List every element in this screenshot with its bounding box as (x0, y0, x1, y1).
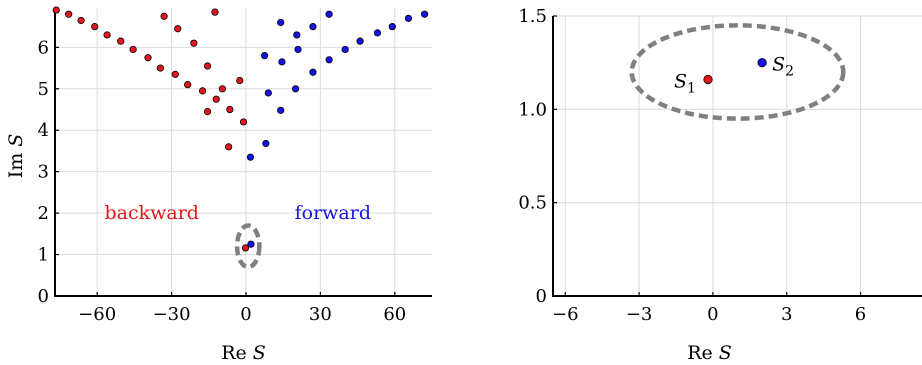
highlight-ellipse (234, 223, 262, 270)
data-point (309, 23, 317, 31)
data-point (309, 68, 317, 76)
data-point (341, 45, 349, 54)
data-point (77, 16, 85, 25)
x-tick-label: 3 (781, 304, 792, 325)
data-point (211, 8, 219, 16)
y-tick-label: 6 (38, 37, 49, 58)
data-point (226, 105, 234, 114)
x-tick-label: −60 (78, 304, 116, 325)
right-panel: −6 −3 0 3 6 0 0.5 1.0 1.5 Re S S1 S2 (518, 6, 922, 364)
data-point (117, 37, 125, 45)
data-point (65, 10, 73, 18)
series-S1 (703, 74, 713, 85)
x-tick-label: 60 (383, 304, 406, 325)
x-axis-label: Re S (687, 342, 732, 364)
y-tick-label: 2 (38, 203, 49, 224)
data-point (260, 52, 269, 60)
annotation-backward: backward (104, 202, 198, 224)
data-point (246, 153, 255, 161)
data-point (262, 139, 270, 148)
data-point (203, 107, 212, 116)
point-label: S1 (674, 70, 696, 96)
data-point (129, 45, 137, 54)
y-tick-label: 1 (38, 245, 49, 266)
x-tick-label: 0 (240, 304, 251, 325)
data-point (757, 58, 767, 68)
data-point (247, 240, 255, 248)
data-point (703, 74, 713, 85)
data-point (277, 106, 285, 114)
y-tick-label: 5 (38, 79, 49, 100)
x-tick-label: −3 (626, 304, 653, 325)
data-point (404, 14, 413, 22)
left-panel: −60 −30 0 30 60 0 1 2 3 4 5 6 Re S Im S backward forwar… (5, 6, 432, 364)
data-point (356, 37, 364, 45)
data-point (212, 95, 220, 103)
data-point (291, 85, 300, 93)
y-tick-label: 0 (38, 286, 49, 307)
y-tick-label: 1.5 (518, 6, 547, 27)
series-forward (246, 10, 429, 248)
highlight-ellipse (629, 23, 846, 121)
data-point (278, 58, 286, 66)
data-point (239, 118, 248, 126)
data-point (91, 23, 99, 31)
y-tick-label: 0 (536, 286, 547, 307)
y-tick-label: 1.0 (518, 99, 547, 120)
data-point (156, 64, 165, 72)
data-point (241, 244, 250, 252)
data-point (225, 143, 233, 151)
data-point (294, 45, 302, 54)
data-point (388, 23, 396, 31)
x-tick-label: −6 (552, 304, 579, 325)
data-point (420, 10, 429, 18)
data-point (171, 70, 179, 78)
data-point (218, 85, 227, 93)
data-point (264, 89, 272, 97)
axis-spines (54, 8, 432, 297)
data-point (103, 31, 111, 39)
x-axis-label: Re S (221, 342, 266, 364)
data-point (203, 62, 212, 70)
data-point (325, 10, 333, 18)
data-point (52, 6, 60, 14)
data-point (277, 18, 285, 27)
y-tick-label: 0.5 (518, 193, 547, 214)
data-point (144, 54, 152, 62)
data-point (373, 29, 382, 37)
annotation-forward: forward (295, 202, 371, 224)
series-S2 (757, 58, 767, 68)
data-point (236, 76, 244, 85)
data-point (190, 39, 198, 47)
data-point (325, 56, 333, 64)
y-axis-label: Im S (5, 134, 27, 179)
x-tick-label: −30 (153, 304, 191, 325)
x-tick-label: 6 (855, 304, 866, 325)
data-point (174, 25, 182, 33)
data-point (293, 31, 301, 39)
point-label: S2 (772, 54, 794, 80)
y-tick-label: 4 (38, 120, 49, 141)
x-tick-label: 0 (707, 304, 718, 325)
axis-spines (552, 16, 922, 297)
series-backward (52, 6, 250, 252)
data-point (198, 87, 207, 95)
data-point (160, 12, 168, 20)
y-tick-label: 3 (38, 162, 49, 183)
data-point (184, 81, 192, 89)
x-tick-label: 30 (309, 304, 332, 325)
